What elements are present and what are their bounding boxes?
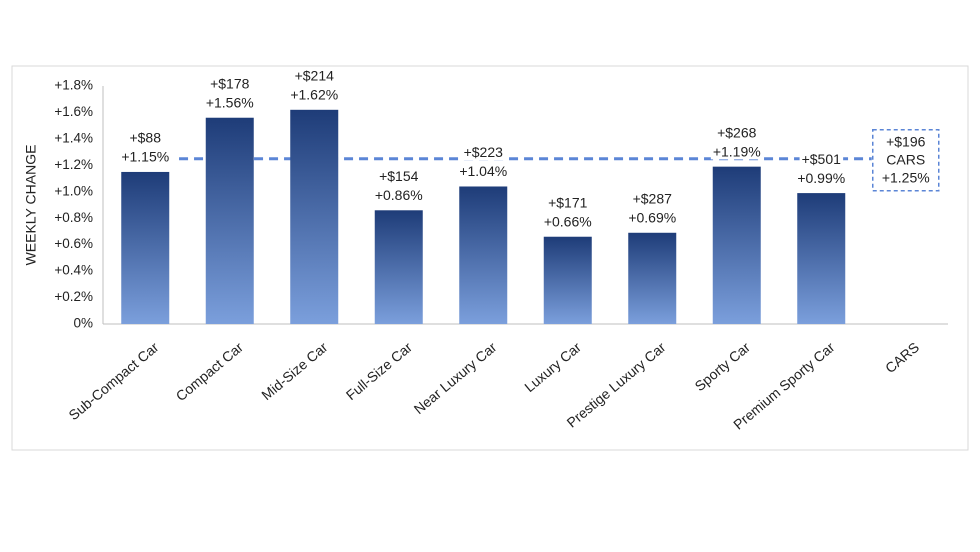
bar [290,109,339,324]
bar [121,171,170,324]
label-background [799,150,844,167]
label-background [119,148,172,165]
data-label: +1.56% [206,94,254,110]
data-label: +1.15% [121,149,169,165]
dollar-label: +$223 [464,144,504,160]
y-tick-label: +1.6% [54,104,93,119]
dollar-label: +$178 [210,75,250,91]
data-label: +1.04% [459,163,507,179]
bar [628,232,677,324]
label-background [710,143,763,160]
label-background [372,186,425,203]
bar [543,236,592,324]
y-tick-label: +1.2% [54,157,93,172]
label-background [546,194,590,211]
y-tick-label: +1.0% [54,183,93,198]
data-label: +0.99% [797,170,845,186]
reference-value-label: +1.25% [882,169,930,185]
y-tick-label: +1.4% [54,130,93,145]
dollar-label: +$287 [633,190,673,206]
reference-dollar-label: +$196 [886,133,926,149]
label-background [292,67,337,84]
dollar-label: +$501 [802,151,842,167]
dollar-label: +$171 [548,194,588,210]
bar [459,186,508,324]
bar [797,193,846,324]
y-axis-label: WEEKLY CHANGE [23,145,39,266]
label-background [127,129,164,146]
reference-name: CARS [886,151,925,167]
bar [712,166,761,324]
label-background [461,144,506,161]
data-label: +0.86% [375,187,423,203]
label-background [288,86,341,103]
dollar-label: +$154 [379,168,419,184]
data-label: +0.66% [544,213,592,229]
bar [374,210,423,324]
dollar-label: +$214 [295,68,335,84]
label-background [795,169,848,186]
y-tick-label: 0% [73,316,93,331]
label-background [203,94,256,111]
data-label: +0.69% [628,209,676,225]
label-background [630,190,675,207]
y-tick-label: +0.8% [54,210,93,225]
bar [205,117,254,324]
y-tick-label: +0.4% [54,263,93,278]
data-label: +1.62% [290,87,338,103]
label-background [541,213,594,230]
y-tick-label: +0.6% [54,236,93,251]
dollar-label: +$268 [717,124,757,140]
data-label: +1.19% [713,143,761,159]
label-background [715,124,759,141]
label-background [457,163,510,180]
label-background [208,75,252,92]
label-background [626,209,679,226]
label-background [377,167,421,184]
y-tick-label: +1.8% [54,78,93,93]
dollar-label: +$88 [129,130,161,146]
reference-box [872,128,940,192]
y-tick-label: +0.2% [54,289,93,304]
